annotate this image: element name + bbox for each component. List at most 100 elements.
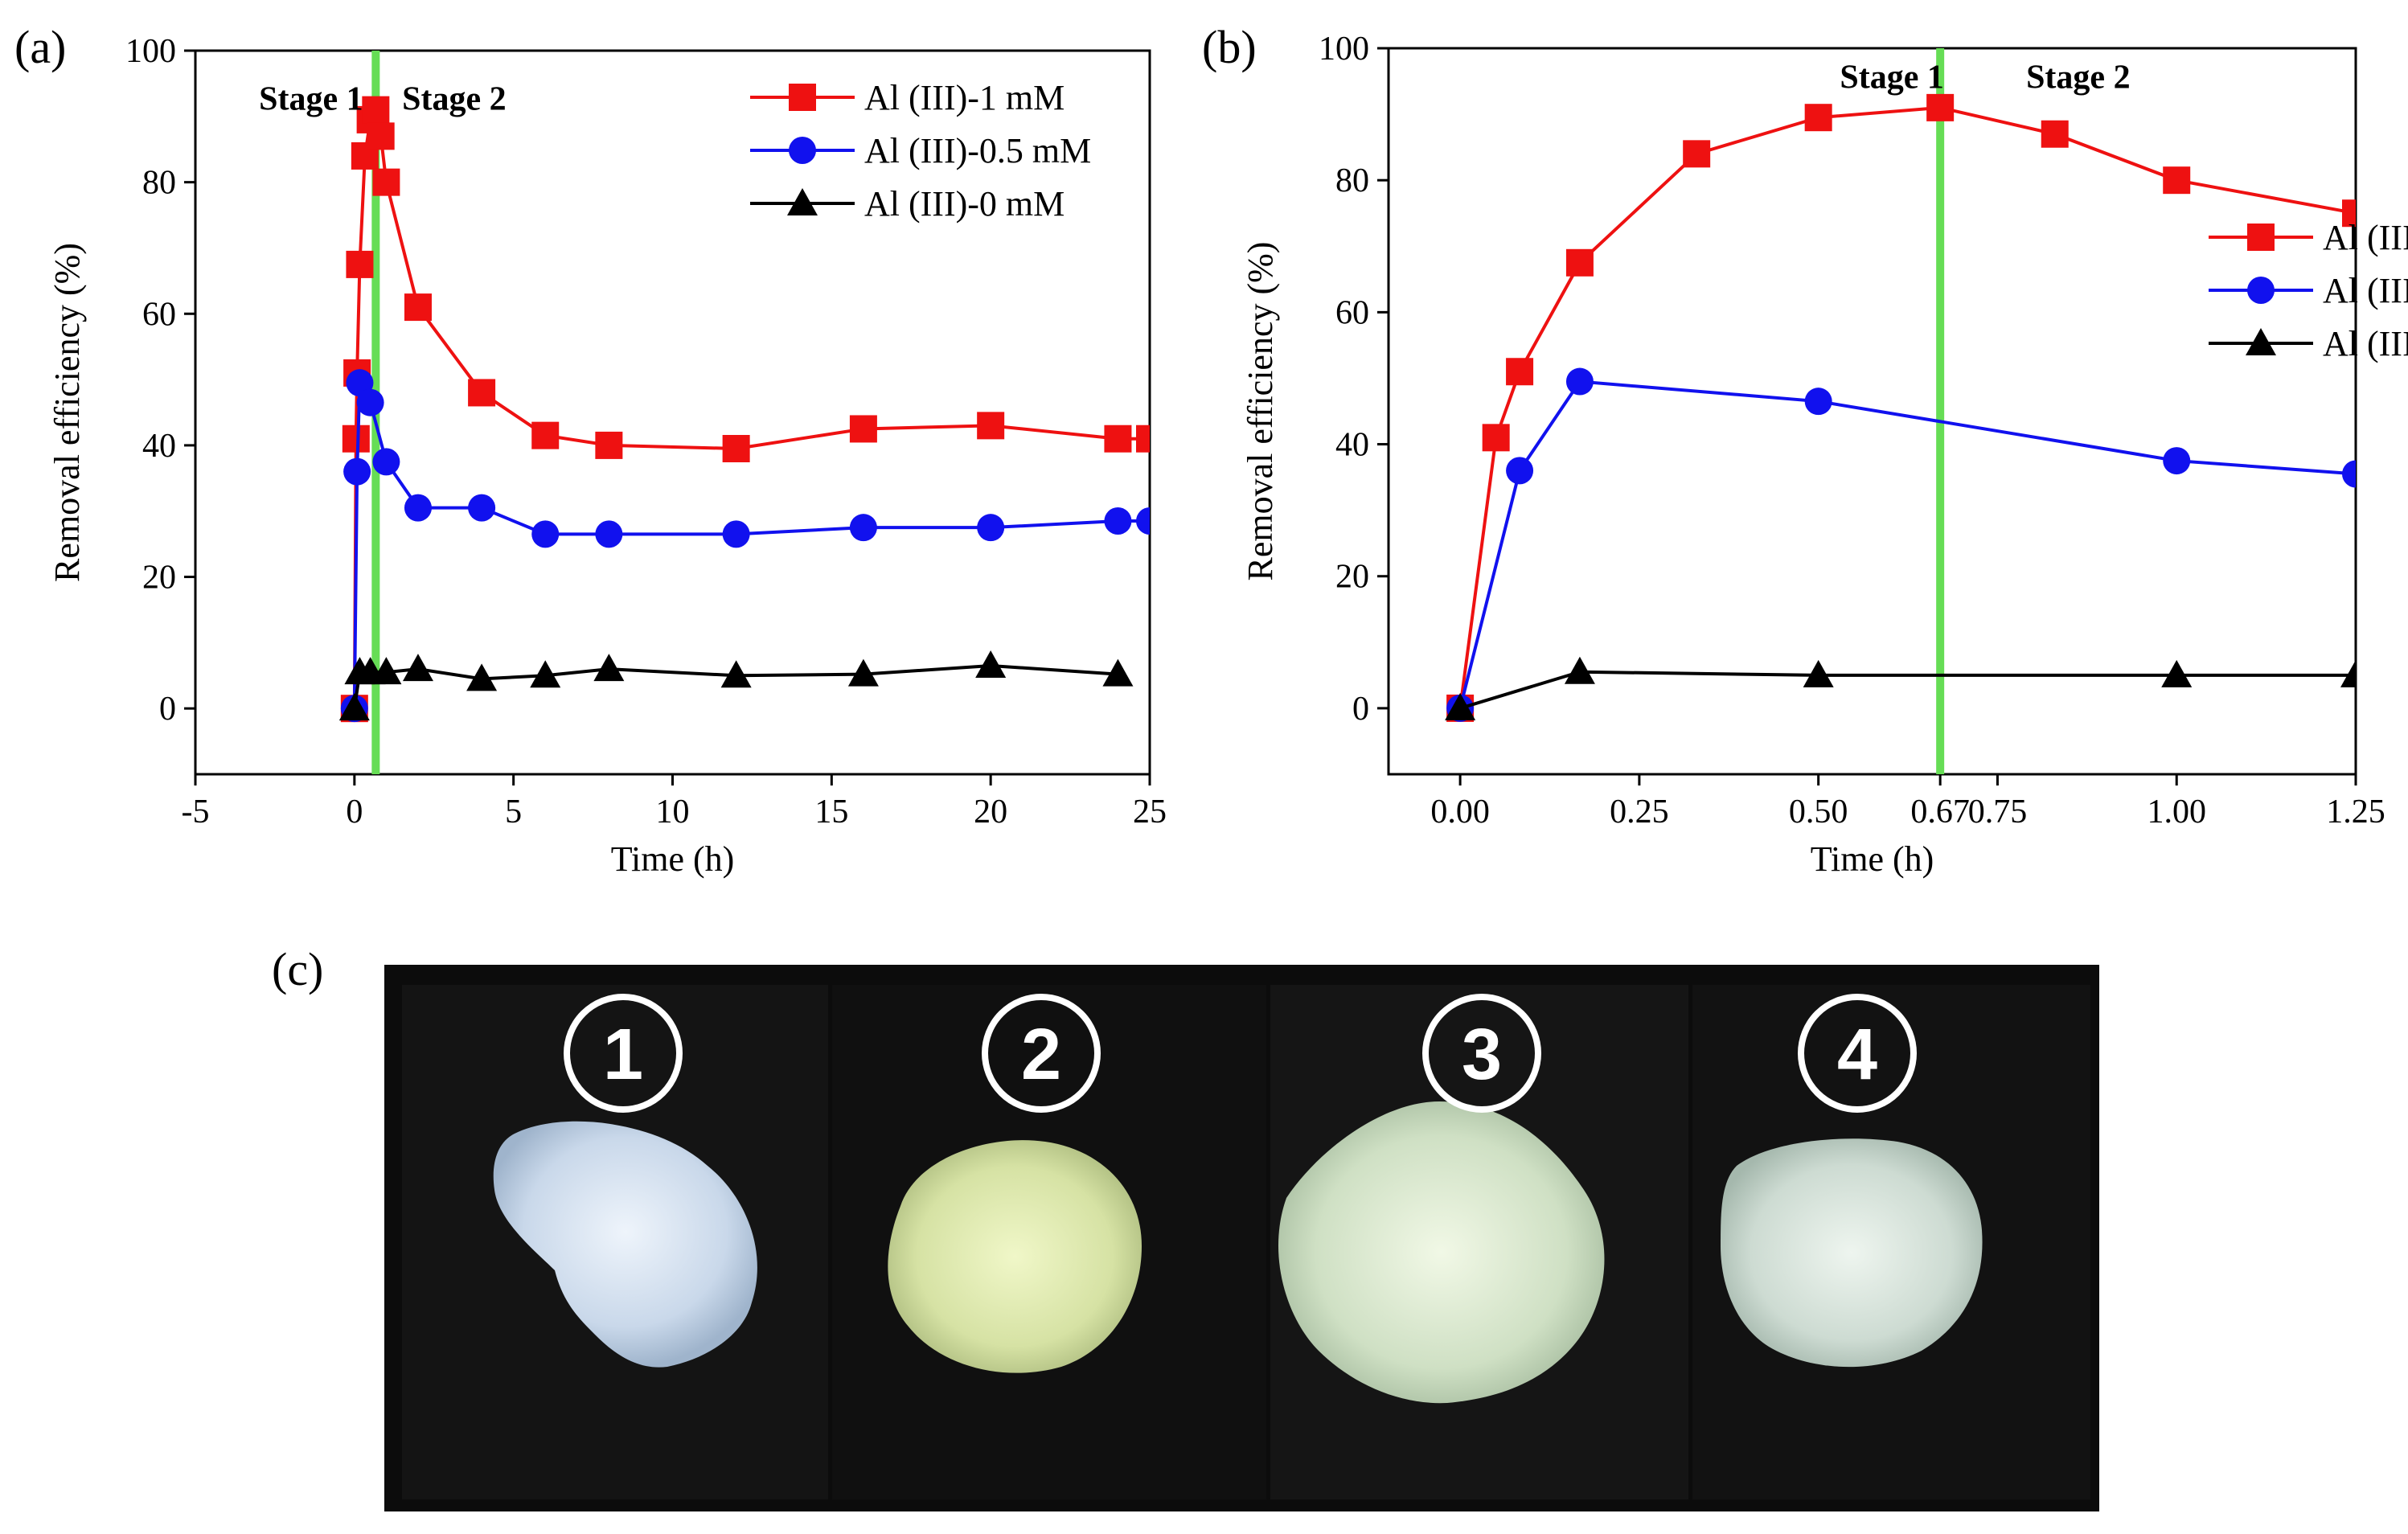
data-point	[531, 421, 560, 449]
data-point	[372, 448, 400, 476]
data-point	[343, 457, 371, 486]
legend-label: Al (III)-0 mM	[2323, 324, 2408, 363]
x-tick-label: 15	[814, 794, 848, 831]
x-tick-label: 10	[656, 794, 690, 831]
powder-sample-2	[888, 1140, 1142, 1373]
data-point	[371, 657, 402, 685]
panel-label-a: (a)	[14, 21, 66, 73]
x-tick-label: 0.75	[1968, 794, 2028, 831]
data-point	[1565, 248, 1594, 277]
series-line	[352, 376, 1150, 709]
data-point	[1136, 507, 1150, 535]
legend-label: Al (III)-1 mM	[864, 78, 1065, 117]
series-3	[1445, 656, 2356, 720]
chart-a: 0 20 40 60 80 100 -5 0 5 10 15 20 25 Time (h) Removal …	[47, 33, 1167, 879]
y-tick-label: 60	[1335, 294, 1369, 331]
data-point	[404, 494, 432, 522]
panel-label-b: (b)	[1202, 21, 1257, 73]
data-point	[722, 435, 750, 462]
powder-sample-3	[1278, 1101, 1605, 1404]
data-point	[1803, 659, 1834, 687]
series-3	[338, 650, 1134, 721]
y-tick-label: 100	[1319, 31, 1369, 68]
legend-marker	[787, 188, 818, 215]
sample-marker-1-ring	[564, 994, 683, 1113]
x-tick-label: 0.67	[1910, 794, 1970, 831]
y-tick-label: 0	[159, 691, 176, 728]
y-tick-label: 60	[142, 296, 176, 333]
legend-marker	[789, 84, 816, 111]
series-1	[340, 96, 1150, 723]
legend-marker	[2246, 328, 2276, 355]
plot-area	[1445, 93, 2356, 722]
x-tick-label: 0.00	[1430, 794, 1490, 831]
data-point	[1104, 425, 1132, 453]
y-tick-label: 100	[125, 33, 176, 70]
data-point	[1102, 658, 1134, 687]
data-point	[1506, 457, 1534, 485]
y-tick-label: 40	[142, 428, 176, 465]
panel-label-c: (c)	[272, 943, 323, 995]
x-tick-label: 1.00	[2147, 794, 2206, 831]
data-point	[531, 520, 560, 548]
sample-marker-2-ring	[982, 994, 1101, 1113]
legend-label: Al (III)-0 mM	[864, 184, 1065, 224]
x-tick-label: 20	[974, 794, 1007, 831]
series-1	[1446, 93, 2356, 722]
sample-number-4: 4	[1837, 1015, 1877, 1095]
sample-number-3: 3	[1462, 1015, 1502, 1095]
data-point	[468, 494, 496, 522]
sample-marker-2: 2	[982, 994, 1101, 1113]
y-axis-label: Removal efficiency (%)	[47, 243, 87, 582]
series-line	[1459, 670, 2356, 710]
sample-marker-3-ring	[1422, 994, 1541, 1113]
stage-label-1: Stage 1	[259, 81, 363, 118]
data-point	[1104, 507, 1132, 535]
series-line	[1458, 379, 2356, 709]
chart-b: 0 20 40 60 80 100 0.00 0.25 0.50 0.670.75 1.00 1.25…	[1241, 31, 2408, 879]
data-point	[975, 650, 1007, 678]
data-point	[1136, 425, 1150, 453]
data-point	[342, 425, 370, 453]
data-point	[2340, 659, 2356, 687]
sample-marker-1: 1	[564, 994, 683, 1113]
data-point	[720, 660, 752, 688]
plot-area	[338, 96, 1150, 723]
y-tick-label: 20	[142, 560, 176, 597]
powder-sample-4	[1721, 1138, 1983, 1368]
data-point	[2041, 120, 2069, 148]
data-point	[849, 514, 877, 542]
sample-photo: 1 2 3 4	[384, 965, 2099, 1511]
data-point	[404, 293, 432, 322]
sample-number-2: 2	[1021, 1015, 1061, 1095]
y-tick-label: 20	[1335, 559, 1369, 596]
x-tick-label: 25	[1133, 794, 1167, 831]
data-point	[367, 122, 395, 150]
legend-label: Al (III)-0.5 mM	[864, 131, 1091, 170]
x-tick-label: 0	[346, 794, 363, 831]
data-point	[1564, 656, 1595, 684]
data-point	[1445, 692, 1476, 720]
stage-label-2: Stage 2	[2026, 59, 2131, 96]
legend-marker	[2247, 277, 2275, 304]
y-tick-label: 40	[1335, 427, 1369, 464]
data-point	[346, 250, 374, 278]
x-tick-label: 0.25	[1610, 794, 1669, 831]
data-point	[356, 388, 384, 416]
sample-marker-4: 4	[1798, 994, 1917, 1113]
data-point	[2161, 659, 2193, 687]
y-tick-label: 80	[1335, 162, 1369, 199]
y-tick-label: 0	[1352, 691, 1369, 728]
data-point	[593, 654, 625, 682]
data-point	[530, 660, 561, 688]
data-point	[722, 520, 750, 548]
stage-label-2: Stage 2	[402, 81, 507, 118]
legend-marker	[2247, 224, 2275, 251]
series-line	[352, 105, 1150, 709]
legend: Al (III)-1 mM Al (III)-0.5 mM Al (III)-0 m…	[750, 78, 1091, 224]
data-point	[977, 412, 1005, 440]
legend-label: Al (III)-0.5 mM	[2323, 271, 2408, 310]
data-point	[2163, 166, 2191, 195]
data-point	[1565, 367, 1594, 396]
